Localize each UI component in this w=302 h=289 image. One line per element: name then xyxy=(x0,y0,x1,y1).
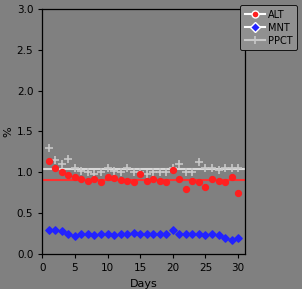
Point xyxy=(144,231,149,236)
Point xyxy=(151,177,156,181)
Point xyxy=(138,172,143,176)
Point xyxy=(151,170,156,175)
Point xyxy=(112,168,117,173)
Point xyxy=(210,231,214,236)
Point xyxy=(112,176,117,180)
Point xyxy=(66,173,71,177)
Point xyxy=(99,231,104,236)
Point xyxy=(59,229,64,234)
Point xyxy=(72,174,77,179)
Point xyxy=(157,178,162,183)
Point xyxy=(105,174,110,179)
Point xyxy=(236,166,240,171)
Point xyxy=(170,227,175,232)
Point xyxy=(203,166,208,171)
Point xyxy=(125,166,130,171)
Point xyxy=(53,158,58,162)
Point xyxy=(138,231,143,236)
Point xyxy=(183,170,188,175)
Point xyxy=(203,185,208,190)
Point xyxy=(131,231,136,235)
Point xyxy=(144,178,149,183)
Point xyxy=(72,234,77,239)
Point xyxy=(85,178,90,183)
Point xyxy=(92,172,97,176)
Point xyxy=(190,231,195,236)
Point xyxy=(170,168,175,172)
Point xyxy=(190,178,195,183)
Y-axis label: %: % xyxy=(4,126,14,137)
Point xyxy=(170,166,175,171)
Point xyxy=(92,232,97,237)
Point xyxy=(229,166,234,171)
Point xyxy=(66,231,71,236)
Point xyxy=(236,191,240,195)
Point xyxy=(47,159,51,163)
Point xyxy=(53,166,58,171)
Point xyxy=(157,170,162,175)
Point xyxy=(183,186,188,191)
Point xyxy=(177,231,182,236)
Point xyxy=(203,232,208,237)
Point xyxy=(105,231,110,236)
Point xyxy=(197,231,201,236)
Point xyxy=(223,180,227,185)
Point xyxy=(210,177,214,181)
Point xyxy=(59,162,64,166)
Point xyxy=(177,177,182,181)
Point xyxy=(131,170,136,175)
Point xyxy=(125,178,130,183)
Point xyxy=(118,231,123,236)
Point xyxy=(177,162,182,166)
Point xyxy=(164,170,169,175)
Point xyxy=(59,170,64,175)
Legend: ALT, MNT, PPCT: ALT, MNT, PPCT xyxy=(240,5,297,50)
Point xyxy=(216,178,221,183)
Point xyxy=(85,170,90,175)
Point xyxy=(183,231,188,236)
Point xyxy=(229,174,234,179)
Point xyxy=(72,166,77,171)
Point xyxy=(99,180,104,185)
Point xyxy=(223,166,227,171)
Point xyxy=(112,232,117,237)
Point xyxy=(210,166,214,171)
Point xyxy=(223,236,227,240)
Point xyxy=(190,170,195,175)
Point xyxy=(164,180,169,185)
Point xyxy=(85,231,90,236)
Point xyxy=(53,227,58,232)
Point xyxy=(151,231,156,236)
Point xyxy=(216,168,221,172)
Point xyxy=(79,177,84,181)
Point xyxy=(197,160,201,164)
Point xyxy=(105,166,110,171)
Point xyxy=(79,231,84,236)
X-axis label: Days: Days xyxy=(130,279,157,289)
Point xyxy=(229,237,234,242)
Point xyxy=(236,236,240,240)
Point xyxy=(118,177,123,182)
Point xyxy=(66,156,71,161)
Point xyxy=(144,172,149,176)
Point xyxy=(47,227,51,232)
Point xyxy=(164,231,169,236)
Point xyxy=(99,170,104,175)
Point xyxy=(216,232,221,237)
Point xyxy=(118,170,123,175)
Point xyxy=(157,231,162,236)
Point xyxy=(138,170,143,175)
Point xyxy=(92,177,97,181)
Point xyxy=(47,146,51,150)
Point xyxy=(125,231,130,236)
Point xyxy=(131,180,136,185)
Point xyxy=(79,168,84,173)
Point xyxy=(197,180,201,185)
